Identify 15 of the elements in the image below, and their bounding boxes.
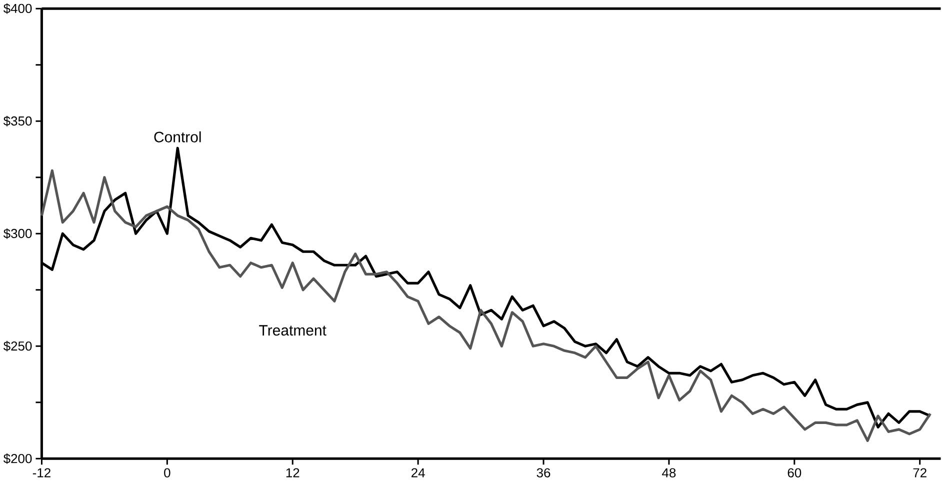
series-label: Treatment xyxy=(259,325,326,336)
x-tick-label: 60 xyxy=(788,468,802,478)
y-tick-label: $250 xyxy=(3,341,32,352)
x-tick-label: 36 xyxy=(536,468,550,478)
y-tick-label: $350 xyxy=(3,116,32,126)
x-tick-label: 0 xyxy=(164,468,170,478)
x-tick-label: -12 xyxy=(32,468,50,478)
y-tick-label: $300 xyxy=(3,228,32,240)
x-tick-label: 24 xyxy=(412,468,425,478)
x-tick-label: 12 xyxy=(286,468,300,478)
y-tick-label: $400 xyxy=(3,3,32,14)
y-tick-label: $200 xyxy=(3,454,32,464)
x-tick-label: 48 xyxy=(662,468,676,478)
series-label: Control xyxy=(154,132,201,142)
x-tick-label: 72 xyxy=(913,468,926,478)
